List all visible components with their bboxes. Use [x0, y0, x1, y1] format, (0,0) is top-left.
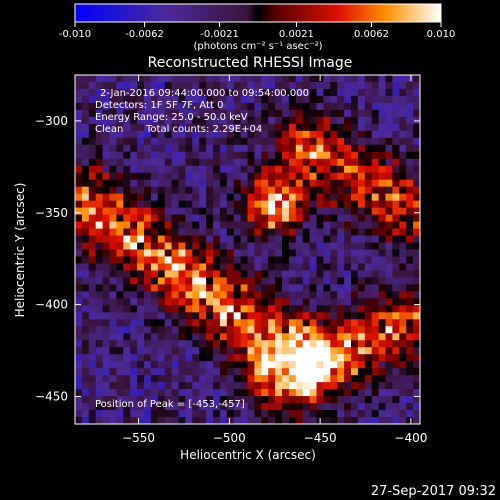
y-tick-label: −450 [35, 389, 68, 403]
colorbar-tick-label: -0.010 [59, 29, 91, 40]
colorbar-tick-label: -0.0062 [125, 29, 164, 40]
colorbar-tick-label: 0.0062 [354, 29, 389, 40]
x-axis-label: Heliocentric X (arcsec) [180, 448, 316, 462]
footer-timestamp: 27-Sep-2017 09:32 [371, 484, 496, 499]
colorbar-tick-label: 0.010 [427, 29, 456, 40]
x-tick-label: −450 [304, 431, 337, 445]
y-axis-label: Heliocentric Y (arcsec) [13, 183, 27, 318]
x-tick-label: −400 [394, 431, 427, 445]
annotation-time-range: 2-Jan-2016 09:44:00.000 to 09:54:00.000 [100, 88, 309, 99]
annotation-total-counts: Total counts: 2.29E+04 [145, 124, 262, 135]
plot-frame [74, 74, 421, 425]
annotation-detectors: Detectors: 1F 5F 7F, Att 0 [95, 100, 223, 111]
colorbar-tick-label: -0.0021 [200, 29, 239, 40]
x-tick-label: −550 [122, 431, 155, 445]
y-tick-label: −350 [35, 206, 68, 220]
axis-ticks: −550 −500 −450 −400 −300 −350 −400 −450 [35, 75, 427, 445]
y-tick-label: −400 [35, 298, 68, 312]
colorbar-unit-label: (photons cm⁻² s⁻¹ asec⁻²) [193, 41, 322, 52]
heatmap-image [75, 75, 420, 424]
annotation-energy-range: Energy Range: 25.0 - 50.0 keV [95, 112, 248, 123]
annotation-peak-position: Position of Peak = [-453,-457] [95, 399, 245, 410]
colorbar [74, 3, 442, 23]
chart-title: Reconstructed RHESSI Image [148, 55, 353, 71]
colorbar-ticks: -0.010 -0.0062 -0.0021 0.0021 0.0062 0.010 [59, 22, 455, 40]
annotation-clean: Clean [95, 124, 123, 135]
y-tick-label: −300 [35, 114, 68, 128]
colorbar-tick-label: 0.0021 [279, 29, 314, 40]
x-tick-label: −500 [213, 431, 246, 445]
